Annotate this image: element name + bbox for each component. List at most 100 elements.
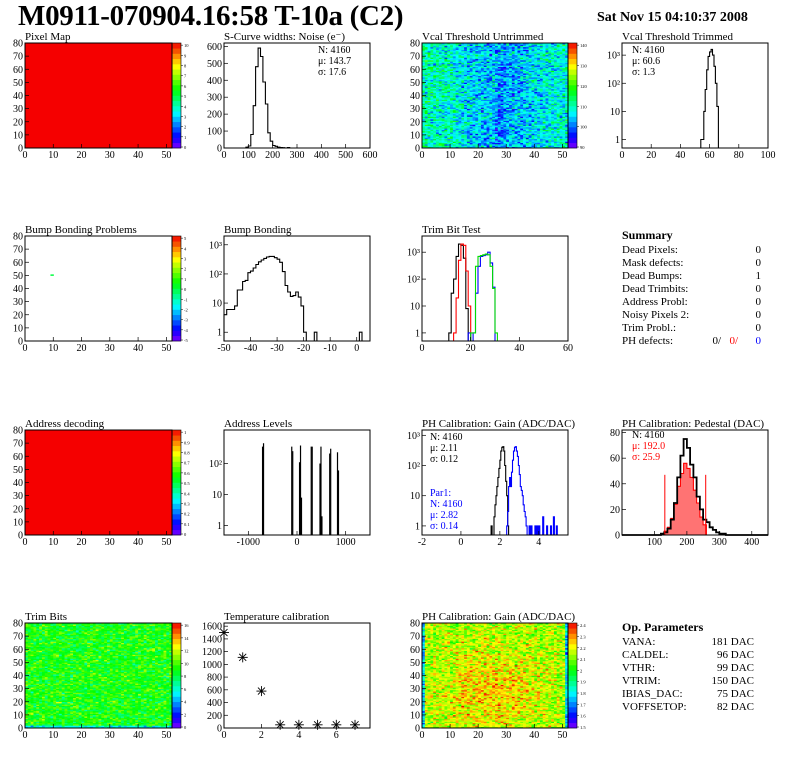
heatmap-cell xyxy=(478,65,482,67)
heatmap-cell xyxy=(475,60,479,62)
heatmap-cell xyxy=(466,71,471,74)
heatmap-cell xyxy=(461,127,465,129)
heatmap-cell xyxy=(441,106,445,108)
heatmap-cell xyxy=(458,70,462,73)
heatmap-cell xyxy=(427,128,431,130)
heatmap-cell xyxy=(492,66,496,69)
palette-tick-label: 120 xyxy=(580,84,588,89)
heatmap-cell xyxy=(441,134,445,137)
heatmap-cell xyxy=(441,112,445,115)
palette-band xyxy=(172,246,181,253)
heatmap-cell xyxy=(452,103,456,105)
heatmap-cell xyxy=(433,73,437,75)
palette-tick-label: 3 xyxy=(184,114,187,119)
heatmap-cell xyxy=(452,50,456,53)
heatmap-cell xyxy=(475,113,479,116)
heatmap-cell xyxy=(469,145,473,147)
heatmap-cell xyxy=(466,100,471,103)
heatmap-cell xyxy=(466,66,471,69)
heatmap-cell xyxy=(424,94,428,96)
heatmap-cell xyxy=(475,87,479,90)
heatmap-cell xyxy=(424,78,428,81)
palette-band xyxy=(172,257,181,263)
heatmap-cell xyxy=(478,92,482,95)
y-tick-label: 1 xyxy=(415,328,420,339)
heatmap-cell xyxy=(436,119,440,121)
heatmap-cell xyxy=(444,144,448,146)
heatmap-cell xyxy=(438,81,442,83)
heatmap-cell xyxy=(458,44,462,46)
x-tick-label: 40 xyxy=(133,150,143,161)
heatmap-cell xyxy=(430,69,434,71)
heatmap-cell xyxy=(450,120,454,123)
palette-band xyxy=(172,445,181,452)
heatmap-cell xyxy=(483,53,487,56)
heatmap-cell xyxy=(489,73,493,75)
heatmap-cell xyxy=(438,94,442,96)
palette-band xyxy=(172,121,181,128)
heatmap-cell xyxy=(466,44,471,46)
heatmap-cell xyxy=(455,91,459,94)
heatmap-cell xyxy=(472,45,476,48)
heatmap-cell xyxy=(486,58,490,61)
palette-tick-label: 3 xyxy=(184,257,187,262)
heatmap-cell xyxy=(469,120,473,123)
heatmap-cell xyxy=(472,75,476,78)
heatmap-cell xyxy=(486,100,490,103)
heatmap-cell xyxy=(480,57,485,60)
heatmap-cell xyxy=(475,56,479,58)
heatmap-cell xyxy=(475,119,479,121)
heatmap-cell xyxy=(424,61,428,63)
palette-band xyxy=(172,90,181,96)
palette-band xyxy=(568,100,577,107)
heatmap-cell xyxy=(461,49,465,52)
heatmap-cell xyxy=(472,49,476,52)
heatmap-cell xyxy=(486,107,490,109)
heatmap-cell xyxy=(455,52,459,54)
palette-tick-label: 130 xyxy=(580,64,588,69)
palette-tick-label: 2 xyxy=(184,267,186,272)
heatmap-cell xyxy=(475,65,479,67)
palette-band xyxy=(568,53,577,60)
chart-title: Address decoding xyxy=(25,418,105,430)
heatmap-cell xyxy=(469,78,473,81)
heatmap-cell xyxy=(447,82,451,84)
heatmap-cell xyxy=(475,77,479,79)
heatmap-cell xyxy=(472,85,476,87)
plot-frame xyxy=(24,235,173,342)
heatmap-cell xyxy=(441,92,445,95)
heatmap-cell xyxy=(424,99,428,102)
heatmap-cell xyxy=(444,78,448,81)
x-tick-label: 50 xyxy=(161,150,171,161)
y-tick-label: 1 xyxy=(217,521,222,532)
heatmap-cell xyxy=(461,82,465,84)
heatmap-cell xyxy=(441,79,445,82)
heatmap-cell xyxy=(424,129,428,132)
heatmap-cell xyxy=(452,96,456,99)
heatmap-cell xyxy=(464,79,468,82)
heatmap-cell xyxy=(472,120,476,123)
y-tick-label: 100 xyxy=(207,127,222,138)
heatmap-cell xyxy=(472,66,476,69)
heatmap-cell xyxy=(475,121,479,124)
heatmap-cell xyxy=(464,73,468,75)
heatmap-cell xyxy=(424,116,428,119)
heatmap-cell xyxy=(438,123,442,125)
heatmap-cell xyxy=(424,123,428,125)
heatmap-cell xyxy=(489,140,493,142)
heatmap-cell xyxy=(478,106,482,108)
heatmap-cell xyxy=(464,78,468,81)
heatmap-cell xyxy=(486,115,490,117)
heatmap-cell xyxy=(436,104,440,107)
heatmap-cell xyxy=(458,88,462,91)
heatmap-cell xyxy=(424,58,428,61)
heatmap-cell xyxy=(455,53,459,56)
heatmap-cell xyxy=(424,44,428,46)
stat-line: Par1: xyxy=(430,488,451,499)
heatmap-cell xyxy=(475,46,479,49)
heatmap-cell xyxy=(433,121,437,124)
palette-band xyxy=(172,116,181,123)
heatmap-cell xyxy=(455,133,459,136)
heatmap-cell xyxy=(441,53,445,56)
heatmap-cell xyxy=(450,74,454,77)
